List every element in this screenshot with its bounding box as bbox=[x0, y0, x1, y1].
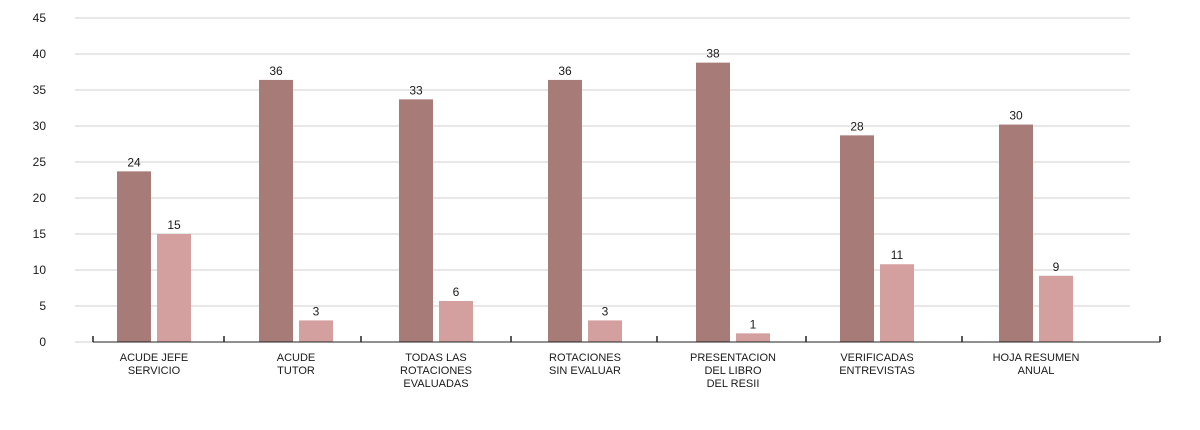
x-tick-label-line: VERIFICADAS bbox=[840, 352, 913, 364]
y-tick-label: 45 bbox=[33, 11, 47, 25]
bar bbox=[439, 300, 473, 342]
x-tick-label-line: TUTOR bbox=[277, 365, 315, 377]
y-tick-label: 10 bbox=[33, 263, 47, 277]
data-label: 3 bbox=[602, 304, 609, 318]
data-label: 6 bbox=[453, 285, 460, 299]
data-label: 9 bbox=[1053, 260, 1060, 274]
bar bbox=[399, 99, 433, 342]
data-label: 24 bbox=[127, 155, 141, 169]
data-label: 30 bbox=[1009, 109, 1023, 123]
y-tick-label: 0 bbox=[39, 335, 46, 349]
x-tick-label: VERIFICADAS ENTREVISTAS bbox=[839, 352, 915, 377]
data-label: 1 bbox=[750, 317, 757, 331]
data-label: 11 bbox=[891, 248, 904, 262]
bar bbox=[840, 135, 874, 342]
bar bbox=[157, 234, 191, 342]
bar bbox=[880, 264, 914, 342]
grid-lines bbox=[75, 17, 1130, 343]
x-tick-label-line: ENTREVISTAS bbox=[839, 365, 915, 377]
x-tick-label-line: PRESENTACION bbox=[690, 352, 776, 364]
y-tick-label: 25 bbox=[33, 155, 47, 169]
x-tick-label-line: SIN EVALUAR bbox=[549, 365, 621, 377]
bar bbox=[548, 79, 582, 343]
x-tick-label: ROTACIONES SIN EVALUAR bbox=[549, 352, 621, 377]
x-tick-label: ACUDE TUTOR bbox=[277, 352, 316, 377]
y-tick-label: 30 bbox=[33, 119, 47, 133]
x-tick-label-line: ANUAL bbox=[1018, 365, 1055, 377]
data-label: 36 bbox=[269, 64, 283, 78]
x-tick-label-line: TODAS LAS bbox=[405, 352, 467, 364]
data-label: 3 bbox=[313, 304, 320, 318]
y-tick-label: 20 bbox=[33, 191, 47, 205]
x-tick-label: TODAS LAS ROTACIONES EVALUADAS bbox=[400, 352, 472, 390]
x-tick-label-line: ACUDE JEFE bbox=[120, 352, 188, 364]
y-tick-label: 15 bbox=[33, 227, 47, 241]
x-tick-label-line: EVALUADAS bbox=[403, 378, 468, 390]
bars bbox=[117, 62, 1073, 343]
x-tick-label-line: ROTACIONES bbox=[549, 352, 621, 364]
bar bbox=[299, 320, 333, 342]
x-tick-label: HOJA RESUMEN ANUAL bbox=[993, 352, 1080, 377]
bar bbox=[999, 124, 1033, 342]
x-tick-label-line: DEL LIBRO bbox=[704, 365, 762, 377]
x-tick-label-line: HOJA RESUMEN bbox=[993, 352, 1080, 364]
data-label: 36 bbox=[558, 64, 572, 78]
bar bbox=[696, 62, 730, 342]
x-tick-label-line: SERVICIO bbox=[128, 365, 181, 377]
data-label: 38 bbox=[706, 47, 720, 61]
y-axis-ticks: 0 5 10 15 20 25 30 35 40 45 bbox=[33, 11, 47, 349]
x-tick-label: ACUDE JEFE SERVICIO bbox=[120, 352, 188, 377]
data-label: 28 bbox=[850, 119, 864, 133]
y-tick-label: 40 bbox=[33, 47, 47, 61]
y-tick-label: 5 bbox=[39, 299, 46, 313]
x-tick-label-line: ACUDE bbox=[277, 352, 316, 364]
data-label: 33 bbox=[409, 83, 423, 97]
bar bbox=[1039, 275, 1073, 342]
bar bbox=[736, 333, 770, 342]
x-tick-label-line: DEL RESII bbox=[707, 378, 760, 390]
bar bbox=[117, 171, 151, 342]
x-tick-label-line: ROTACIONES bbox=[400, 365, 472, 377]
y-tick-label: 35 bbox=[33, 83, 47, 97]
x-axis bbox=[92, 336, 1161, 343]
bar bbox=[259, 79, 293, 343]
x-tick-label: PRESENTACION DEL LIBRO DEL RESII bbox=[690, 352, 776, 390]
data-label: 15 bbox=[167, 218, 181, 232]
bar bbox=[588, 320, 622, 342]
